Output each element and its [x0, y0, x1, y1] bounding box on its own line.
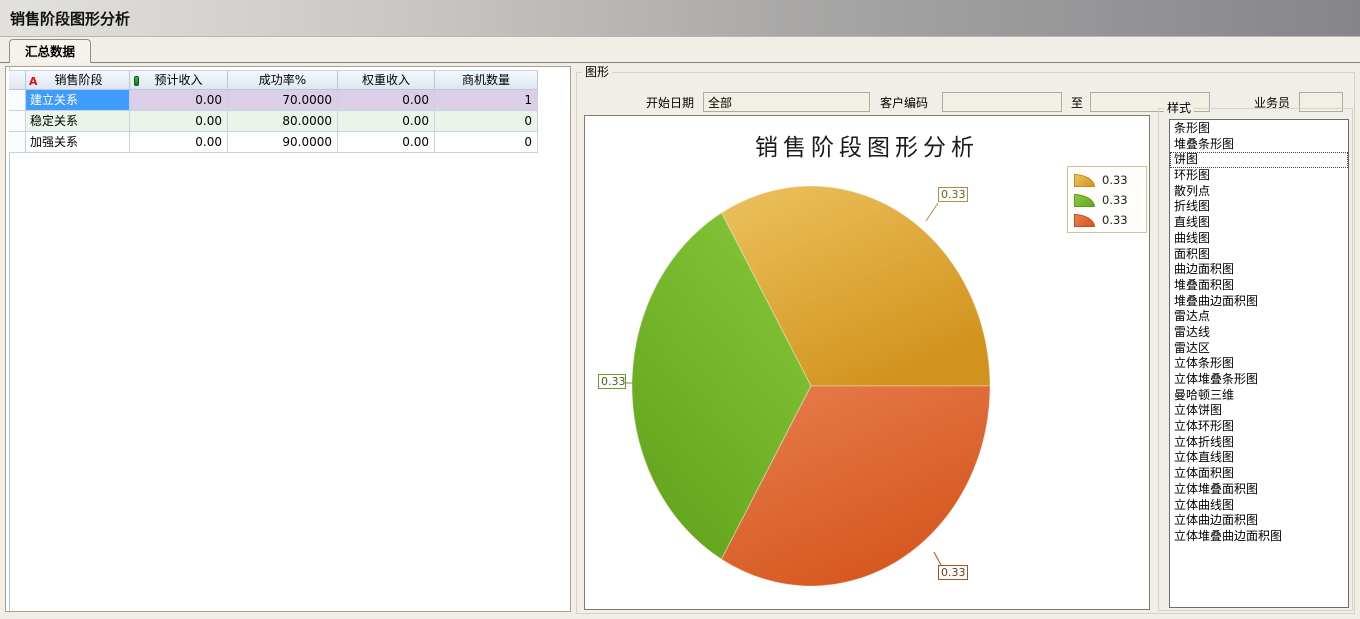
- customer-code-label: 客户编码: [880, 96, 929, 110]
- window-titlebar: 销售阶段图形分析: [0, 0, 1360, 37]
- style-list-item[interactable]: 立体面积图: [1174, 466, 1235, 481]
- style-list-item[interactable]: 立体饼图: [1174, 403, 1223, 418]
- style-groupbox: 样式 条形图 堆叠条形图 饼图 环形图 散列点 折线图 直线图 曲线图 面积图 曲边面积图 堆叠面积…: [1158, 101, 1353, 611]
- style-list-item[interactable]: 曲边面积图: [1174, 262, 1235, 277]
- slice-label-gold: 0.33: [938, 187, 968, 202]
- style-list-item[interactable]: 饼图: [1170, 152, 1348, 169]
- green-bar-icon: [134, 76, 139, 86]
- table-header-row: A 销售阶段 预计收入 成功率% 权重收入 商机数量: [9, 70, 538, 90]
- style-list-item[interactable]: 立体曲边面积图: [1174, 513, 1259, 528]
- slice-label-green: 0.33: [598, 374, 626, 389]
- cell-stage[interactable]: 稳定关系: [26, 111, 130, 132]
- style-list-item[interactable]: 堆叠曲边面积图: [1174, 293, 1259, 308]
- style-list-item[interactable]: 立体堆叠曲边面积图: [1174, 528, 1283, 543]
- pie-slice-red: [720, 385, 991, 587]
- start-date-label: 开始日期: [646, 96, 695, 110]
- legend-item: 0.33: [1074, 192, 1140, 208]
- style-list-item[interactable]: 堆叠条形图: [1174, 136, 1235, 151]
- column-header-expected-income[interactable]: 预计收入: [130, 70, 228, 90]
- style-list-item[interactable]: 折线图: [1174, 199, 1211, 214]
- style-list-item[interactable]: 立体堆叠条形图: [1174, 372, 1259, 386]
- cell-stage[interactable]: 建立关系: [26, 90, 130, 111]
- page-title: 销售阶段图形分析: [10, 10, 131, 28]
- cell-expected-income[interactable]: 0.00: [130, 132, 228, 153]
- summary-table: A 销售阶段 预计收入 成功率% 权重收入 商机数量 建立关系 0.00 70.…: [9, 70, 538, 153]
- cell-opportunity-count[interactable]: 0: [435, 132, 538, 153]
- column-header-stage[interactable]: A 销售阶段: [26, 70, 130, 90]
- style-list-item[interactable]: 雷达点: [1174, 309, 1211, 324]
- style-list-item[interactable]: 散列点: [1174, 183, 1211, 198]
- graph-group-label: 图形: [582, 65, 613, 80]
- row-indicator[interactable]: [9, 90, 26, 111]
- chart-legend: 0.33 0.33 0.33: [1067, 166, 1147, 233]
- cell-success-rate[interactable]: 80.0000: [228, 111, 338, 132]
- style-list-item[interactable]: 雷达区: [1174, 340, 1211, 355]
- style-list-item[interactable]: 立体条形图: [1174, 356, 1235, 371]
- slice-label-red: 0.33: [938, 565, 968, 580]
- pie-chart-area: 销售阶段图形分析 0.33 0.33 0.33 0.33 0.33: [584, 115, 1150, 610]
- row-indicator-header: [9, 70, 26, 90]
- tab-strip: 汇总数据: [0, 37, 1360, 63]
- customer-code-input[interactable]: [942, 92, 1062, 112]
- style-list: 条形图 堆叠条形图 饼图 环形图 散列点 折线图 直线图 曲线图 面积图 曲边面积图 堆叠面积图 堆叠…: [1169, 119, 1349, 608]
- graph-groupbox: 图形 开始日期 客户编码 至 业务员: [576, 65, 1355, 614]
- gold-label-leader-line: [925, 202, 939, 222]
- legend-item: 0.33: [1074, 172, 1140, 188]
- style-list-item[interactable]: 立体折线图: [1174, 434, 1235, 449]
- salesman-label: 业务员: [1254, 96, 1291, 110]
- summary-panel: A 销售阶段 预计收入 成功率% 权重收入 商机数量 建立关系 0.00 70.…: [5, 66, 571, 612]
- style-list-item[interactable]: 面积图: [1174, 246, 1211, 261]
- table-row[interactable]: 建立关系 0.00 70.0000 0.00 1: [9, 90, 538, 111]
- column-header-opportunity-count[interactable]: 商机数量: [435, 70, 538, 90]
- style-list-item[interactable]: 条形图: [1174, 121, 1211, 135]
- style-list-item[interactable]: 环形图: [1174, 168, 1211, 183]
- row-indicator[interactable]: [9, 111, 26, 132]
- cell-weighted-income[interactable]: 0.00: [338, 111, 435, 132]
- chart-title: 销售阶段图形分析: [755, 135, 979, 161]
- row-indicator[interactable]: [9, 132, 26, 153]
- cell-expected-income[interactable]: 0.00: [130, 111, 228, 132]
- style-list-item[interactable]: 立体环形图: [1174, 419, 1235, 434]
- table-row[interactable]: 加强关系 0.00 90.0000 0.00 0: [9, 132, 538, 153]
- column-header-success-rate[interactable]: 成功率%: [228, 70, 338, 90]
- start-date-input[interactable]: [703, 92, 870, 112]
- legend-swatch-green-icon: [1074, 193, 1095, 207]
- cell-expected-income[interactable]: 0.00: [130, 90, 228, 111]
- legend-item: 0.33: [1074, 212, 1140, 228]
- style-list-item[interactable]: 曼哈顿三维: [1174, 387, 1235, 402]
- legend-swatch-gold-icon: [1074, 173, 1095, 187]
- style-list-item[interactable]: 立体直线图: [1174, 450, 1235, 465]
- pie-slice-green: [631, 212, 812, 560]
- style-list-item[interactable]: 立体堆叠面积图: [1174, 481, 1259, 496]
- cell-weighted-income[interactable]: 0.00: [338, 90, 435, 111]
- style-list-item[interactable]: 堆叠面积图: [1174, 277, 1235, 292]
- tab-summary-data[interactable]: 汇总数据: [9, 39, 91, 63]
- sort-a-icon: A: [29, 75, 38, 88]
- style-group-label: 样式: [1164, 101, 1195, 116]
- cell-opportunity-count[interactable]: 1: [435, 90, 538, 111]
- style-list-item[interactable]: 曲线图: [1174, 230, 1211, 245]
- style-list-item[interactable]: 雷达线: [1174, 324, 1211, 339]
- grid-left-guide-line: [9, 67, 10, 611]
- to-label: 至: [1071, 96, 1084, 110]
- table-row[interactable]: 稳定关系 0.00 80.0000 0.00 0: [9, 111, 538, 132]
- cell-weighted-income[interactable]: 0.00: [338, 132, 435, 153]
- cell-success-rate[interactable]: 90.0000: [228, 132, 338, 153]
- cell-opportunity-count[interactable]: 0: [435, 111, 538, 132]
- column-header-weighted-income[interactable]: 权重收入: [338, 70, 435, 90]
- cell-stage[interactable]: 加强关系: [26, 132, 130, 153]
- pie-slice-gold: [720, 185, 991, 387]
- red-label-leader-line: [933, 551, 942, 566]
- style-list-item[interactable]: 立体曲线图: [1174, 497, 1235, 512]
- legend-swatch-red-icon: [1074, 213, 1095, 227]
- cell-success-rate[interactable]: 70.0000: [228, 90, 338, 111]
- pie-chart: [624, 185, 991, 587]
- style-list-item[interactable]: 直线图: [1174, 215, 1211, 230]
- salesman-input[interactable]: [1299, 92, 1343, 112]
